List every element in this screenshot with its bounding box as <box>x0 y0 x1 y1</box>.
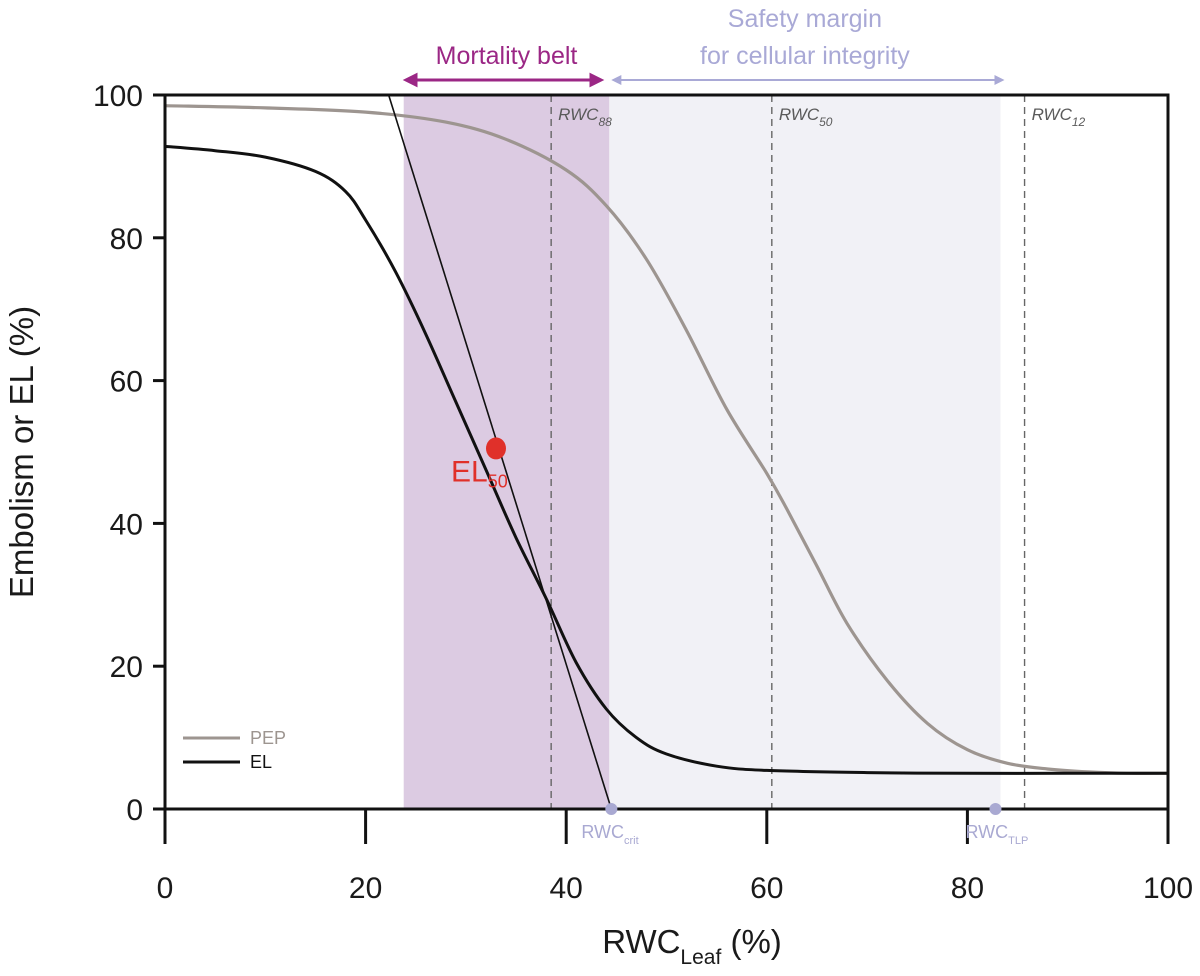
legend-el-label: EL <box>250 752 272 772</box>
rwc-label-50-main: RWC <box>779 105 820 124</box>
annotations: Mortality belt Safety margin for cellular … <box>402 5 1028 847</box>
rwc-label-12-main: RWC <box>1032 105 1073 124</box>
reference-lines: RWC88 RWC50 RWC12 <box>550 95 1086 809</box>
x-axis-title: RWCLeaf (%) <box>602 923 782 969</box>
legend-pep-label: PEP <box>250 728 286 748</box>
marker-label-TLP-sub: TLP <box>1008 835 1028 847</box>
x-tick-label-0: 0 <box>157 872 174 905</box>
mortality-belt-label: Mortality belt <box>436 42 578 70</box>
rwc-label-12: RWC12 <box>1032 105 1086 129</box>
el50-point <box>485 437 506 460</box>
shaded-bands <box>403 95 1001 809</box>
x-tick-label-40: 40 <box>550 872 583 905</box>
y-axis-title: Embolism or EL (%) <box>3 306 40 598</box>
x-tick-label-20: 20 <box>349 872 382 905</box>
rwc-label-88: RWC88 <box>558 105 612 129</box>
axes: 0 20 40 60 80 100 0 20 40 60 80 100 <box>93 80 1193 905</box>
x-tick-label-100: 100 <box>1143 872 1193 905</box>
y-tick-label-0: 0 <box>126 794 143 827</box>
rwc-label-50-sub: 50 <box>819 115 833 129</box>
el50-label-main: EL <box>451 455 488 488</box>
x-tick-label-80: 80 <box>951 872 984 905</box>
x-tick-label-60: 60 <box>750 872 783 905</box>
y-tick-label-80: 80 <box>110 223 143 256</box>
y-tick-label-100: 100 <box>93 80 143 113</box>
marker-label-TLP-main: RWC <box>965 822 1008 842</box>
el50-label-sub: 50 <box>488 471 508 491</box>
x-axis-title-unit: (%) <box>721 923 782 960</box>
safety-band <box>609 95 1001 809</box>
x-axis-title-main: RWC <box>602 923 680 960</box>
y-tick-label-60: 60 <box>110 366 143 399</box>
rwc-label-88-main: RWC <box>558 105 599 124</box>
x-axis-title-sub: Leaf <box>680 946 721 969</box>
plot-frame <box>163 93 1170 811</box>
marker-label-crit-sub: crit <box>624 835 639 847</box>
safety-label-line2: for cellular integrity <box>700 42 910 70</box>
el50-label: EL50 <box>451 455 508 491</box>
y-tick-label-40: 40 <box>110 508 143 541</box>
marker-crit <box>605 803 618 815</box>
y-tick-label-20: 20 <box>110 651 143 684</box>
series-pep-line <box>164 104 1169 775</box>
marker-label-TLP: RWCTLP <box>965 822 1028 847</box>
marker-TLP <box>989 803 1002 815</box>
legend: PEP EL <box>183 728 286 772</box>
rwc-label-50: RWC50 <box>779 105 833 129</box>
marker-label-crit: RWCcrit <box>581 822 638 847</box>
safety-label-line1: Safety margin <box>728 5 882 33</box>
marker-label-crit-main: RWC <box>581 822 624 842</box>
rwc-label-88-sub: 88 <box>598 115 612 129</box>
rwc-label-12-sub: 12 <box>1072 115 1086 129</box>
